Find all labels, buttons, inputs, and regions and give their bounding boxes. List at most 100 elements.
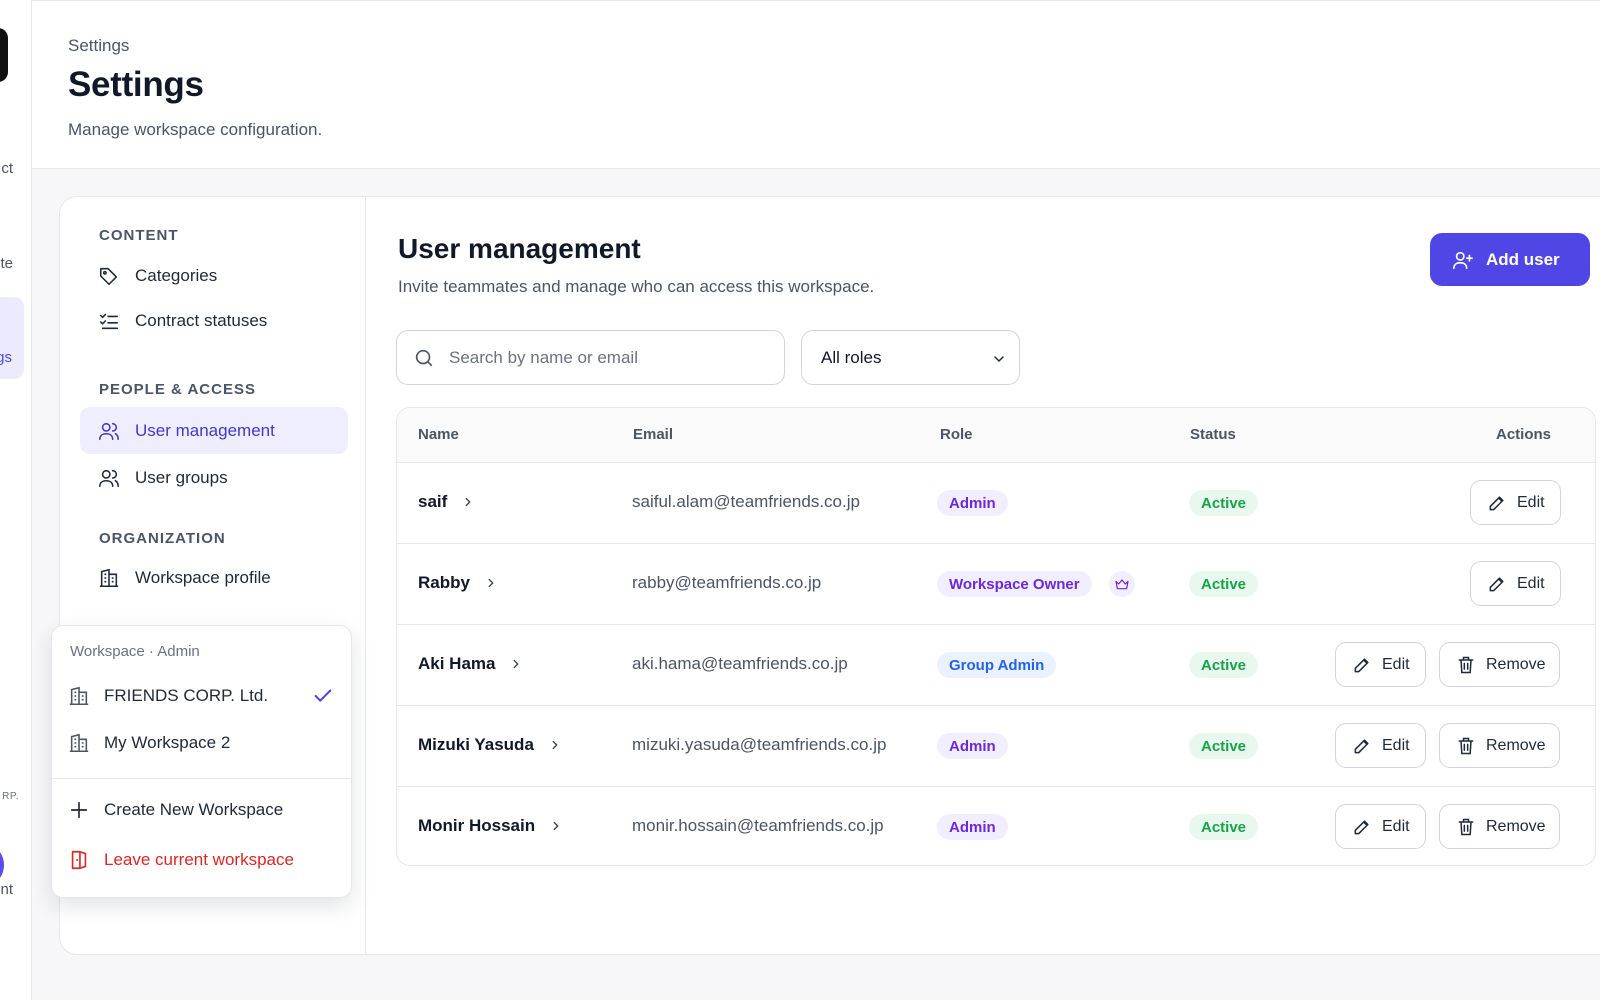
status-badge: Active bbox=[1189, 571, 1259, 597]
leave-workspace-label: Leave current workspace bbox=[104, 850, 294, 869]
user-name: saif bbox=[418, 492, 448, 511]
user-name: Aki Hama bbox=[418, 654, 496, 673]
crown-icon bbox=[1109, 571, 1135, 597]
role-badge: Workspace Owner bbox=[937, 571, 1092, 597]
table-row[interactable]: Aki Hama aki.hama@teamfriends.co.jp Grou… bbox=[397, 625, 1595, 706]
menu-divider bbox=[52, 778, 351, 779]
table-row[interactable]: Rabby rabby@teamfriends.co.jp Workspace … bbox=[397, 544, 1595, 625]
remove-button[interactable]: Remove bbox=[1439, 723, 1560, 768]
remove-button[interactable]: Remove bbox=[1439, 642, 1560, 687]
workspace-option[interactable]: My Workspace 2 bbox=[68, 723, 336, 763]
nav-item-label: User management bbox=[135, 420, 275, 440]
edit-button[interactable]: Edit bbox=[1470, 480, 1561, 525]
column-header-role[interactable]: Role bbox=[940, 426, 973, 443]
nav-item-categories[interactable]: Categories bbox=[80, 252, 348, 299]
edit-button[interactable]: Edit bbox=[1335, 804, 1426, 849]
rail-workspace-label: RP. bbox=[2, 791, 19, 802]
role-badge: Admin bbox=[937, 814, 1008, 840]
pencil-icon bbox=[1354, 657, 1369, 672]
rail-item-label: gs bbox=[0, 349, 12, 366]
edit-label: Edit bbox=[1517, 574, 1545, 592]
user-plus-icon bbox=[1453, 251, 1473, 269]
plus-icon bbox=[70, 801, 88, 819]
user-email: saiful.alam@teamfriends.co.jp bbox=[632, 492, 860, 511]
nav-item-label: User groups bbox=[135, 467, 228, 487]
remove-label: Remove bbox=[1486, 817, 1546, 835]
settings-nav: CONTENT Categories Contract statuses PEO… bbox=[60, 197, 366, 954]
edit-label: Edit bbox=[1382, 817, 1410, 835]
pencil-icon bbox=[1354, 819, 1369, 834]
status-badge: Active bbox=[1189, 733, 1259, 759]
remove-label: Remove bbox=[1486, 655, 1546, 673]
avatar[interactable] bbox=[0, 846, 4, 884]
user-name-link[interactable]: Rabby bbox=[418, 573, 498, 593]
role-badge: Group Admin bbox=[937, 652, 1057, 678]
workspace-name: FRIENDS CORP. Ltd. bbox=[104, 686, 269, 705]
rail-item-settings[interactable]: gs bbox=[0, 297, 24, 379]
search-input[interactable] bbox=[449, 347, 749, 368]
workspace-option[interactable]: FRIENDS CORP. Ltd. bbox=[68, 676, 336, 716]
users-table: Name Email Role Status Actions saif saif… bbox=[396, 407, 1596, 866]
nav-item-user-management[interactable]: User management bbox=[80, 407, 348, 454]
add-user-button[interactable]: Add user bbox=[1430, 233, 1590, 286]
workspace-switcher-menu: Workspace · Admin FRIENDS CORP. Ltd. My … bbox=[51, 625, 352, 898]
nav-item-label: Contract statuses bbox=[135, 310, 268, 330]
nav-item-contract-statuses[interactable]: Contract statuses bbox=[80, 297, 348, 344]
table-row[interactable]: Mizuki Yasuda mizuki.yasuda@teamfriends.… bbox=[397, 706, 1595, 787]
column-header-status[interactable]: Status bbox=[1190, 426, 1236, 443]
users-icon bbox=[99, 422, 119, 440]
status-badge: Active bbox=[1189, 814, 1259, 840]
nav-item-label: Categories bbox=[135, 265, 218, 285]
breadcrumb[interactable]: Settings bbox=[68, 36, 130, 55]
rail-item-label[interactable]: ct bbox=[1, 160, 13, 177]
pencil-icon bbox=[1489, 576, 1504, 591]
building-icon bbox=[69, 733, 89, 753]
user-email: mizuki.yasuda@teamfriends.co.jp bbox=[632, 735, 887, 754]
leave-workspace-button[interactable]: Leave current workspace bbox=[68, 842, 294, 878]
search-icon bbox=[415, 349, 433, 366]
check-icon bbox=[314, 689, 332, 703]
table-row[interactable]: Monir Hossain monir.hossain@teamfriends.… bbox=[397, 787, 1595, 865]
tag-icon bbox=[99, 267, 118, 285]
nav-section-content: CONTENT bbox=[99, 227, 179, 244]
user-name-link[interactable]: Aki Hama bbox=[418, 654, 523, 674]
app-logo[interactable] bbox=[0, 28, 8, 82]
status-badge: Active bbox=[1189, 490, 1259, 516]
rail-item-label[interactable]: nt bbox=[0, 881, 13, 898]
chevron-right-icon bbox=[514, 659, 520, 669]
chevron-right-icon bbox=[553, 821, 559, 831]
page-subtitle: Manage workspace configuration. bbox=[68, 120, 323, 139]
edit-button[interactable]: Edit bbox=[1470, 561, 1561, 606]
user-name-link[interactable]: Mizuki Yasuda bbox=[418, 735, 562, 755]
user-name-link[interactable]: saif bbox=[418, 492, 475, 512]
page-title: Settings bbox=[68, 65, 204, 104]
table-row[interactable]: saif saiful.alam@teamfriends.co.jp Admin… bbox=[397, 463, 1595, 544]
remove-button[interactable]: Remove bbox=[1439, 804, 1560, 849]
create-workspace-button[interactable]: Create New Workspace bbox=[68, 792, 283, 828]
trash-icon bbox=[1458, 818, 1474, 835]
nav-item-workspace-profile[interactable]: Workspace profile bbox=[80, 554, 348, 601]
column-header-actions: Actions bbox=[1496, 426, 1552, 443]
role-filter-value: All roles bbox=[821, 347, 882, 367]
pencil-icon bbox=[1489, 495, 1504, 510]
user-name: Rabby bbox=[418, 573, 470, 592]
edit-button[interactable]: Edit bbox=[1335, 723, 1426, 768]
exit-door-icon bbox=[71, 850, 87, 870]
user-name-link[interactable]: Monir Hossain bbox=[418, 816, 563, 836]
role-filter-select[interactable]: All roles bbox=[801, 330, 1020, 385]
edit-button[interactable]: Edit bbox=[1335, 642, 1426, 687]
nav-item-label: Workspace profile bbox=[135, 567, 271, 587]
remove-label: Remove bbox=[1486, 736, 1546, 754]
nav-section-organization: ORGANIZATION bbox=[99, 530, 226, 547]
user-email: monir.hossain@teamfriends.co.jp bbox=[632, 816, 884, 835]
rail-item-label[interactable]: te bbox=[0, 255, 13, 272]
nav-item-user-groups[interactable]: User groups bbox=[80, 454, 348, 501]
edit-label: Edit bbox=[1517, 493, 1545, 511]
building-icon bbox=[99, 568, 119, 587]
edit-label: Edit bbox=[1382, 736, 1410, 754]
trash-icon bbox=[1458, 737, 1474, 754]
column-header-name[interactable]: Name bbox=[418, 426, 459, 443]
search-field[interactable] bbox=[396, 330, 785, 385]
chevron-right-icon bbox=[465, 497, 471, 507]
column-header-email[interactable]: Email bbox=[633, 426, 674, 443]
